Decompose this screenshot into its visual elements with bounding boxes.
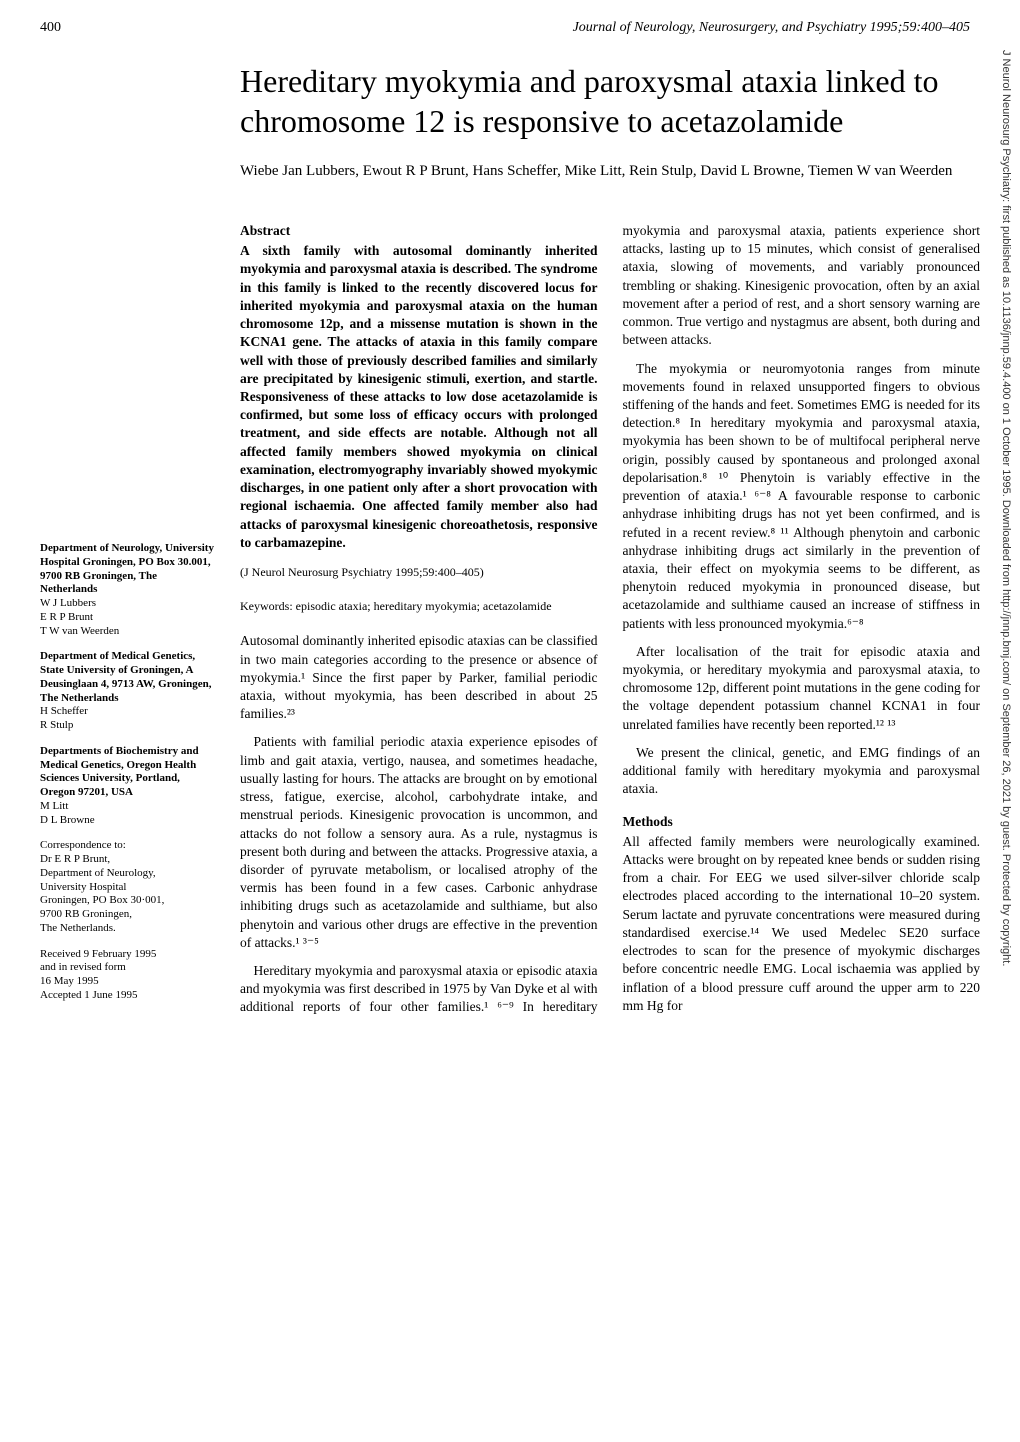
affiliation-block: Departments of Biochemistry and Medical …: [40, 745, 215, 828]
dept-names: M Litt D L Browne: [40, 800, 215, 828]
dept-title: Department of Neurology, University Hosp…: [40, 542, 215, 597]
article-title: Hereditary myokymia and paroxysmal ataxi…: [240, 61, 980, 141]
correspondence-block: Correspondence to: Dr E R P Brunt, Depar…: [40, 839, 215, 935]
keywords: Keywords: episodic ataxia; hereditary my…: [240, 598, 598, 614]
body-paragraph: The myokymia or neuromyotonia ranges fro…: [623, 360, 981, 633]
journal-header: Journal of Neurology, Neurosurgery, and …: [40, 20, 980, 36]
dates-block: Received 9 February 1995 and in revised …: [40, 948, 215, 1003]
dept-names: W J Lubbers E R P Brunt T W van Weerden: [40, 597, 215, 638]
abstract-text: A sixth family with autosomal dominantly…: [240, 242, 598, 552]
body-paragraph: After localisation of the trait for epis…: [623, 643, 981, 734]
page-number: 400: [40, 20, 61, 36]
copyright-sidebar: J Neurol Neurosurg Psychiatry: first pub…: [1000, 50, 1012, 1400]
body-paragraph: Patients with familial periodic ataxia e…: [240, 733, 598, 952]
methods-heading: Methods: [623, 813, 981, 831]
article-columns: Abstract A sixth family with autosomal d…: [240, 222, 980, 1021]
affiliations-sidebar: Department of Neurology, University Hosp…: [40, 222, 215, 1021]
dept-names: H Scheffer R Stulp: [40, 705, 215, 733]
abstract-heading: Abstract: [240, 222, 598, 240]
dept-title: Department of Medical Genetics, State Un…: [40, 650, 215, 705]
body-paragraph: Autosomal dominantly inherited episodic …: [240, 632, 598, 723]
citation: (J Neurol Neurosurg Psychiatry 1995;59:4…: [240, 564, 598, 580]
affiliation-block: Department of Medical Genetics, State Un…: [40, 650, 215, 733]
authors-list: Wiebe Jan Lubbers, Ewout R P Brunt, Hans…: [240, 161, 980, 182]
main-content: Department of Neurology, University Hosp…: [40, 222, 980, 1021]
methods-paragraph: All affected family members were neurolo…: [623, 833, 981, 1015]
affiliation-block: Department of Neurology, University Hosp…: [40, 542, 215, 638]
dates-text: Received 9 February 1995 and in revised …: [40, 948, 215, 1003]
correspondence-text: Correspondence to: Dr E R P Brunt, Depar…: [40, 839, 215, 935]
dept-title: Departments of Biochemistry and Medical …: [40, 745, 215, 800]
body-paragraph: We present the clinical, genetic, and EM…: [623, 744, 981, 799]
